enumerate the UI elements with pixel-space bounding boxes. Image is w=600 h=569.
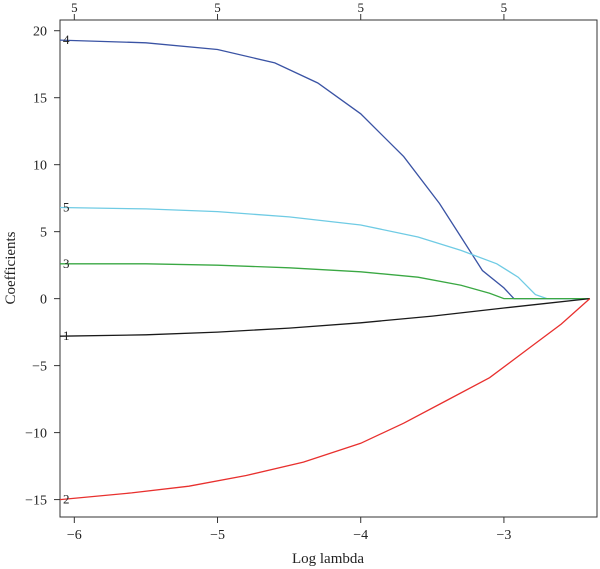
y-tick-label: 20 [33,25,47,40]
series-lines [59,39,591,501]
x-tick-label: −4 [353,528,368,543]
y-tick-label: 15 [33,92,47,107]
x-tick-label: −3 [496,528,511,543]
line-label-2: 2 [63,492,70,507]
top-tick-label: 5 [501,0,508,15]
top-axis: 5 5 5 5 [71,0,507,20]
series-line-2 [59,298,591,501]
y-tick-label: 0 [40,293,47,308]
y-axis-label: Coefficients [3,231,19,304]
series-line-5 [59,206,590,300]
x-axis: −6 −5 −4 −3 [67,517,511,543]
plot-frame [59,19,598,518]
x-axis-label: Log lambda [292,551,364,567]
y-tick-label: −5 [32,360,47,375]
line-label-1: 1 [63,328,70,343]
x-tick-label: −6 [67,528,82,543]
y-axis: −15 −10 −5 0 5 10 15 20 [25,25,60,509]
top-tick-label: 5 [357,0,364,15]
y-tick-label: 5 [40,226,47,241]
line-label-4: 4 [63,32,70,47]
x-tick-label: −5 [210,528,225,543]
y-tick-label: 10 [33,159,47,174]
y-tick-label: −15 [25,494,47,509]
top-tick-label: 5 [71,0,78,15]
series-line-1 [59,297,590,337]
top-tick-label: 5 [214,0,221,15]
series-line-3 [60,263,590,300]
series-line-4 [59,39,590,300]
line-label-3: 3 [63,256,70,271]
line-label-5: 5 [63,200,70,215]
y-tick-label: −10 [25,427,47,442]
line-labels: 4 5 3 1 2 [63,32,70,506]
